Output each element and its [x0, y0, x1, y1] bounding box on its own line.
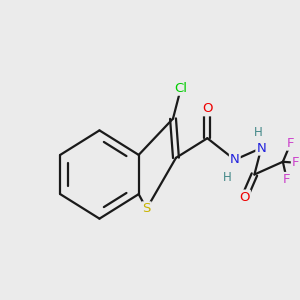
Text: H: H — [254, 126, 263, 139]
Text: H: H — [223, 171, 231, 184]
Text: Cl: Cl — [174, 82, 188, 95]
Text: F: F — [287, 136, 295, 150]
Text: N: N — [256, 142, 266, 154]
Text: O: O — [239, 190, 250, 204]
Text: F: F — [283, 173, 290, 186]
Text: O: O — [202, 102, 213, 115]
Text: F: F — [292, 156, 299, 169]
Text: N: N — [230, 153, 240, 166]
Text: S: S — [142, 202, 151, 215]
